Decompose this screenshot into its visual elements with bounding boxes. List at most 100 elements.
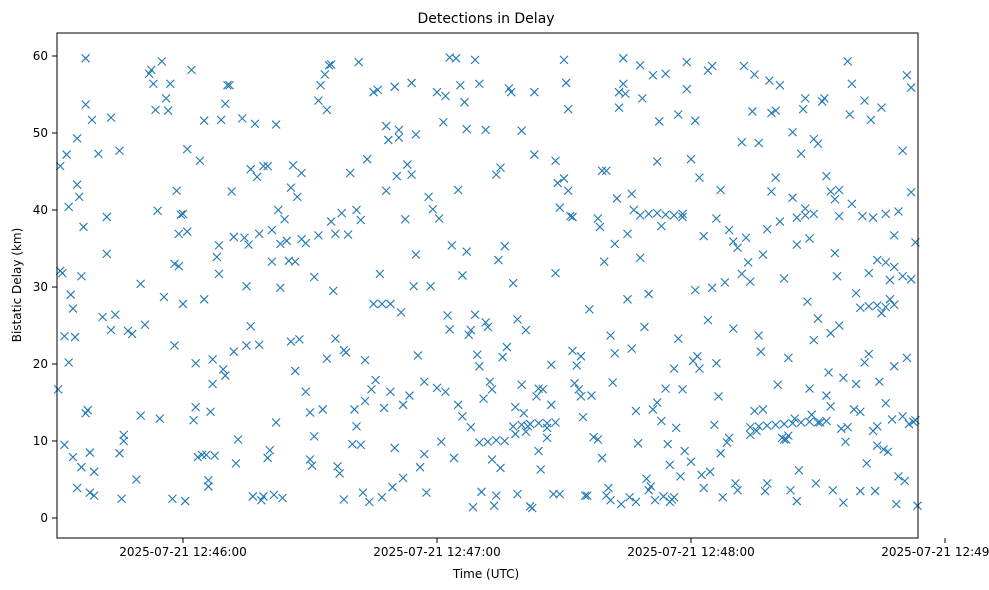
- data-point: [565, 211, 575, 221]
- data-point: [705, 467, 715, 477]
- data-point: [68, 304, 78, 313]
- data-point: [366, 385, 376, 394]
- data-point: [498, 352, 508, 362]
- data-point: [72, 483, 82, 493]
- data-point: [267, 225, 277, 235]
- data-point: [783, 353, 793, 363]
- data-point: [519, 408, 529, 418]
- data-point: [151, 105, 160, 115]
- data-point: [102, 249, 112, 259]
- data-point: [413, 351, 423, 360]
- data-point: [148, 79, 158, 89]
- data-point: [756, 347, 766, 357]
- data-point: [487, 385, 497, 394]
- data-point: [356, 215, 366, 225]
- data-point: [165, 79, 175, 89]
- data-point: [386, 387, 395, 397]
- data-point: [866, 115, 876, 125]
- data-point: [204, 475, 213, 485]
- data-point: [77, 462, 86, 472]
- data-point: [178, 299, 188, 309]
- data-point: [305, 455, 315, 464]
- data-point: [328, 286, 338, 296]
- data-point: [889, 262, 899, 272]
- data-point: [453, 400, 463, 410]
- data-point: [898, 411, 908, 421]
- data-point: [620, 89, 630, 99]
- data-point: [650, 495, 660, 505]
- data-point: [337, 208, 347, 218]
- data-point: [379, 403, 389, 413]
- data-point: [546, 360, 556, 370]
- data-point: [775, 217, 785, 226]
- data-point: [898, 146, 908, 156]
- data-point: [390, 82, 400, 92]
- data-point: [331, 334, 340, 343]
- data-point: [845, 110, 855, 119]
- x-tick-label: 2025-07-21 12:47:00: [373, 545, 500, 559]
- data-point: [529, 87, 539, 97]
- data-point: [206, 407, 215, 417]
- data-point: [443, 311, 452, 320]
- data-point: [830, 248, 840, 258]
- data-point: [364, 497, 374, 507]
- data-point: [798, 104, 808, 114]
- data-point: [517, 420, 527, 430]
- data-point: [244, 240, 254, 250]
- data-point: [874, 377, 884, 387]
- data-point: [180, 496, 190, 506]
- data-point: [278, 493, 287, 503]
- data-point: [479, 394, 488, 404]
- data-point: [640, 322, 649, 332]
- data-point: [819, 93, 829, 103]
- data-point: [208, 379, 218, 389]
- data-point: [682, 84, 692, 94]
- data-point: [358, 488, 368, 497]
- data-point: [462, 124, 472, 134]
- data-point: [616, 499, 626, 509]
- data-point: [652, 398, 662, 407]
- data-point: [81, 53, 91, 63]
- data-point: [335, 468, 345, 478]
- data-point: [771, 420, 781, 430]
- data-point: [652, 157, 662, 166]
- data-point: [572, 361, 582, 370]
- data-point: [551, 418, 560, 427]
- data-point: [642, 474, 651, 484]
- data-point: [595, 222, 605, 232]
- data-point: [855, 407, 865, 417]
- data-point: [352, 205, 361, 215]
- data-point: [559, 174, 569, 183]
- data-point: [593, 214, 603, 223]
- data-point: [663, 439, 673, 449]
- data-point: [199, 116, 209, 126]
- data-point: [728, 324, 738, 333]
- data-point: [754, 138, 764, 148]
- data-point: [614, 103, 624, 112]
- data-point: [813, 314, 823, 323]
- data-point: [889, 231, 899, 240]
- data-point: [424, 192, 433, 202]
- data-point: [754, 421, 764, 431]
- data-point: [805, 417, 814, 427]
- data-point: [568, 346, 577, 356]
- data-point: [783, 431, 793, 440]
- data-point: [739, 61, 749, 71]
- data-point: [868, 213, 878, 223]
- data-point: [582, 491, 592, 501]
- data-point: [771, 173, 781, 183]
- data-point: [771, 106, 781, 116]
- data-point: [271, 120, 281, 129]
- data-point: [434, 214, 444, 223]
- data-point: [491, 170, 501, 179]
- data-point: [322, 105, 332, 115]
- data-point: [629, 205, 639, 215]
- data-point: [208, 354, 218, 364]
- data-point: [580, 491, 590, 501]
- data-point: [881, 209, 891, 219]
- data-point: [788, 127, 797, 137]
- data-point: [464, 330, 474, 340]
- data-point: [597, 166, 607, 176]
- data-point: [447, 241, 457, 250]
